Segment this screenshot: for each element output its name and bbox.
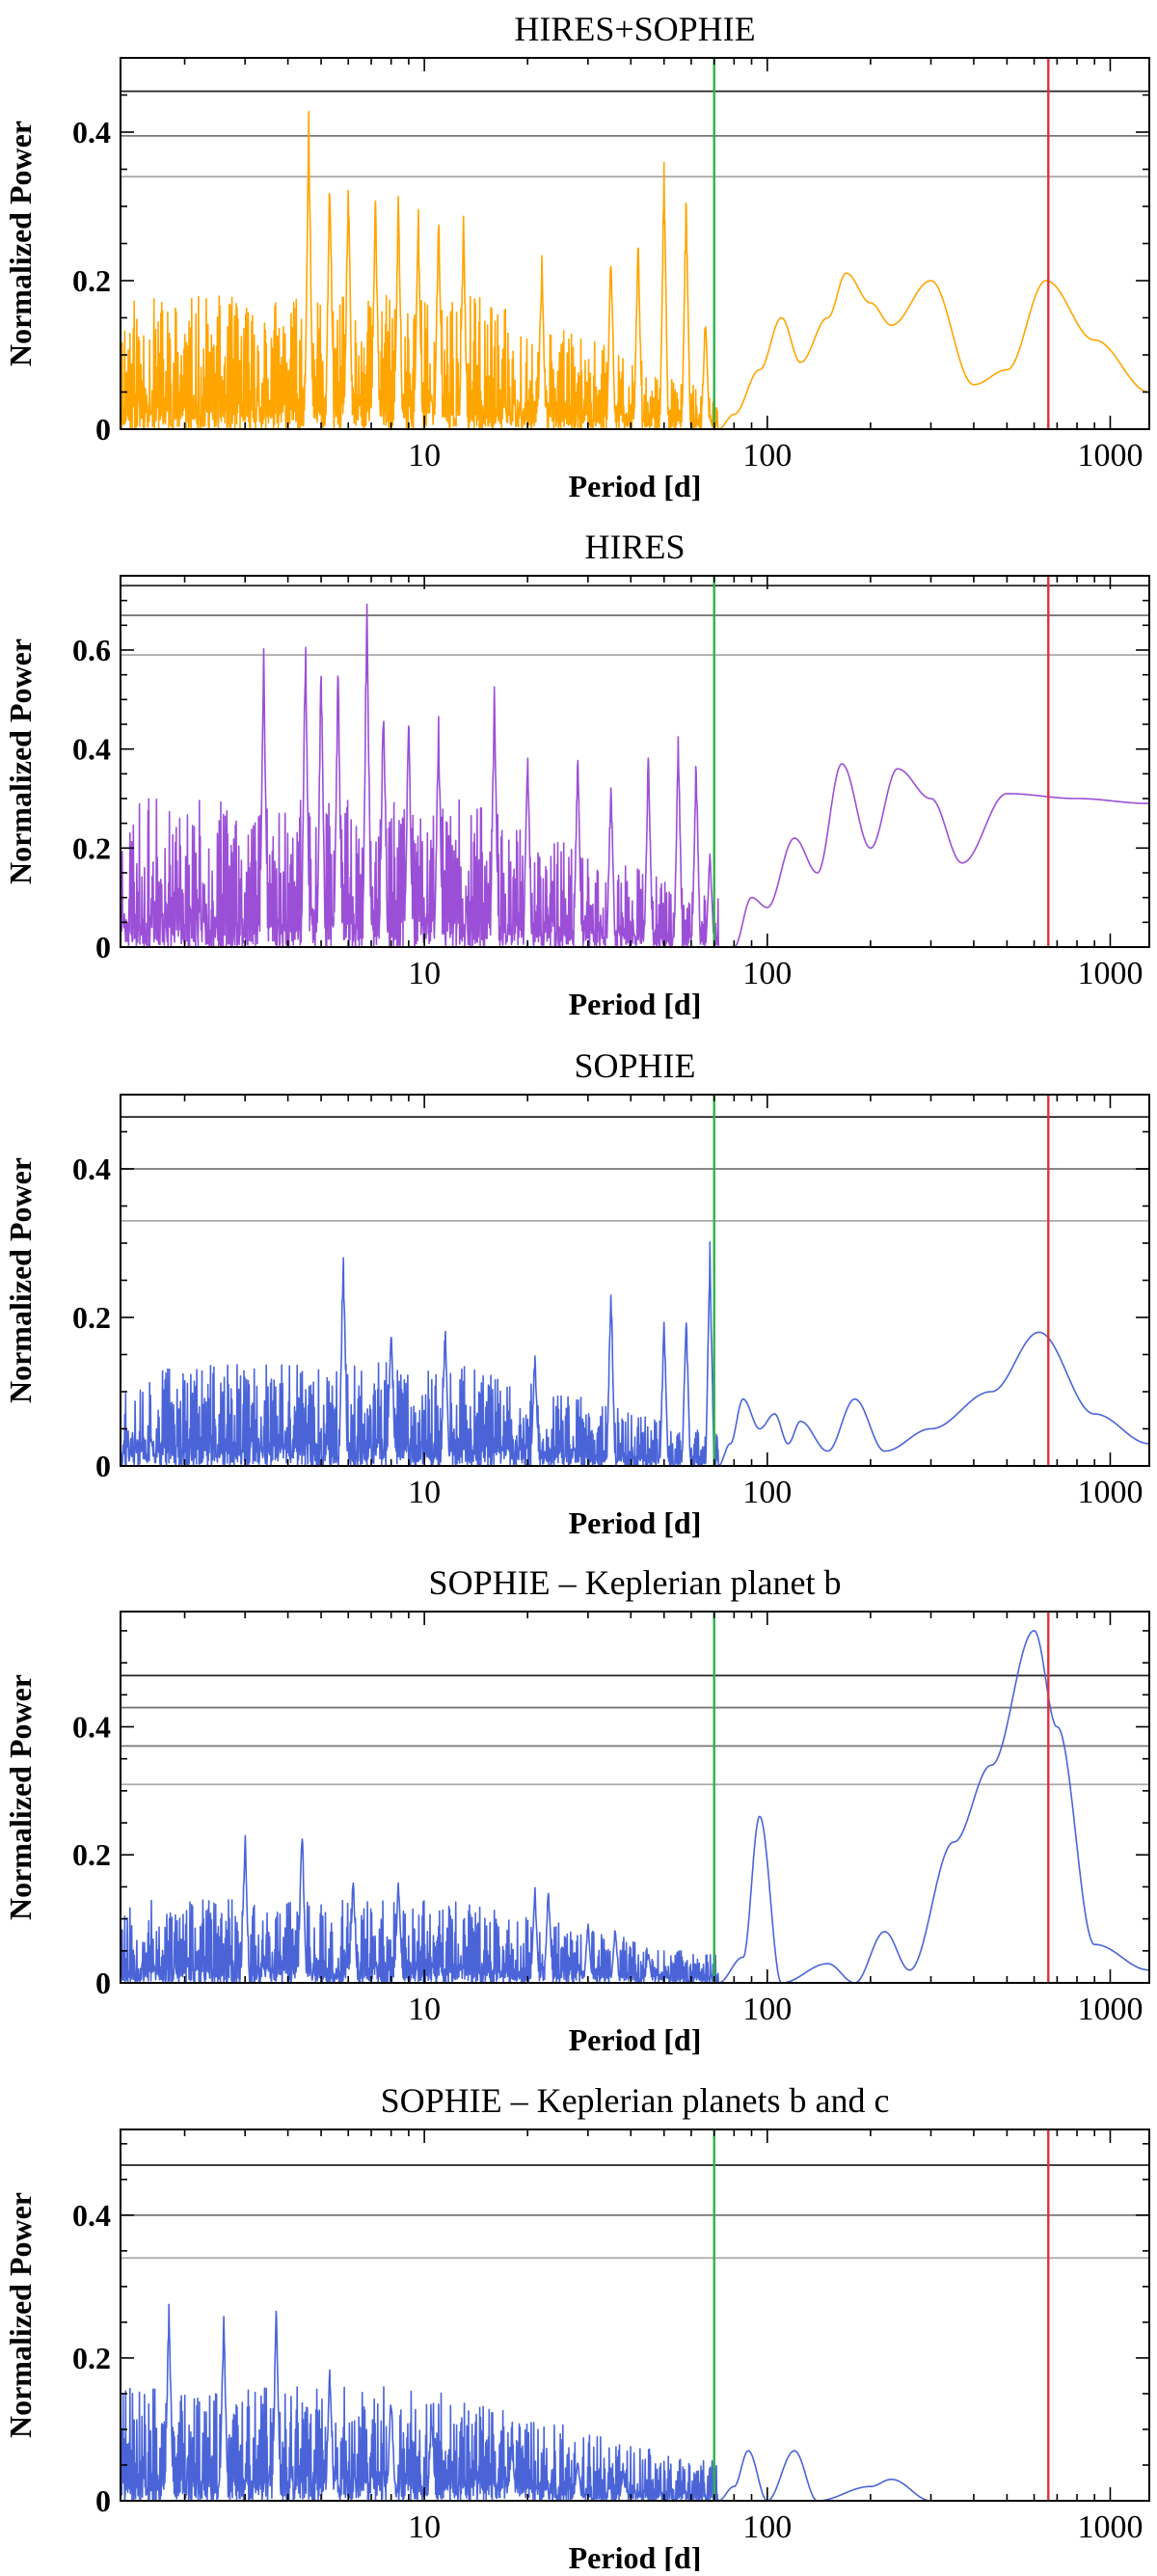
- y-tick-label: 0.2: [72, 263, 111, 298]
- x-tick-label: 1000: [1077, 438, 1143, 474]
- y-tick-label: 0.4: [72, 1152, 111, 1186]
- x-tick-label: 100: [742, 2509, 792, 2545]
- x-axis-label: Period [d]: [569, 2540, 702, 2571]
- y-tick-label: 0: [95, 412, 111, 447]
- x-tick-label: 100: [742, 1475, 792, 1510]
- y-tick-label: 0.4: [72, 732, 111, 767]
- x-tick-label: 10: [408, 1475, 441, 1510]
- x-tick-label: 1000: [1077, 1475, 1143, 1510]
- y-axis-label: Normalized Power: [3, 1674, 38, 1920]
- x-axis-label: Period [d]: [569, 469, 702, 503]
- x-tick-label: 10: [408, 956, 441, 991]
- periodogram-panel-5: SOPHIE – Keplerian planets b and c 10 100 1…: [3, 2081, 1150, 2575]
- x-tick-label: 1000: [1077, 2509, 1143, 2545]
- x-tick-label: 10: [408, 2509, 441, 2545]
- x-tick-label: 100: [742, 956, 792, 991]
- x-tick-label: 100: [742, 438, 792, 474]
- y-tick-label: 0: [95, 930, 111, 964]
- periodogram-series: [120, 1630, 1150, 1984]
- y-tick-label: 0.2: [72, 830, 111, 865]
- periodogram-panel-2: HIRES 10 100 1000 0 0.2 0.4 0.6 Period [d] Normal…: [3, 528, 1150, 1021]
- panel-title: SOPHIE: [574, 1046, 695, 1085]
- x-axis-label: Period [d]: [569, 987, 702, 1021]
- x-tick-label: 10: [408, 438, 441, 474]
- y-tick-label: 0.4: [72, 2198, 111, 2233]
- x-tick-label: 100: [742, 1992, 792, 2027]
- panel-title: HIRES+SOPHIE: [514, 10, 755, 48]
- y-tick-label: 0: [95, 2483, 111, 2518]
- y-tick-label: 0.4: [72, 115, 111, 149]
- y-tick-label: 0.2: [72, 1300, 111, 1335]
- y-tick-label: 0: [95, 1449, 111, 1483]
- y-axis-label: Normalized Power: [3, 1157, 38, 1403]
- axes-frame: [120, 1611, 1150, 1984]
- y-axis-label: Normalized Power: [3, 638, 38, 884]
- periodogram-panel-3: SOPHIE 10 100 1000 0 0.2 0.4 Period [d] Normaliz…: [3, 1046, 1150, 1540]
- y-axis-label: Normalized Power: [3, 2192, 38, 2438]
- periodogram-series: [120, 1241, 1150, 1467]
- y-tick-label: 0.6: [72, 633, 111, 667]
- y-tick-label: 0.2: [72, 2341, 111, 2375]
- axes-frame: [120, 2129, 1150, 2502]
- periodogram-panel-1: HIRES+SOPHIE 10 100 1000 0 0.2 0.4 Period [d] No…: [3, 10, 1150, 503]
- panel-title: HIRES: [584, 528, 685, 566]
- periodogram-series: [120, 110, 1150, 430]
- periodogram-panel-4: SOPHIE – Keplerian planet b 10 100 1000 0 0.2…: [3, 1563, 1150, 2057]
- x-tick-label: 1000: [1077, 1992, 1143, 2027]
- x-axis-label: Period [d]: [569, 1505, 702, 1540]
- y-tick-label: 0.2: [72, 1837, 111, 1872]
- x-tick-label: 10: [408, 1992, 441, 2027]
- y-tick-label: 0: [95, 1966, 111, 2000]
- y-axis-label: Normalized Power: [3, 121, 38, 366]
- periodogram-series: [120, 603, 1150, 948]
- x-tick-label: 1000: [1077, 956, 1143, 991]
- y-tick-label: 0.4: [72, 1709, 111, 1744]
- panel-title: SOPHIE – Keplerian planets b and c: [381, 2081, 890, 2120]
- periodogram-series: [120, 2303, 1150, 2502]
- panel-title: SOPHIE – Keplerian planet b: [429, 1563, 842, 1602]
- axes-frame: [120, 575, 1150, 948]
- x-axis-label: Period [d]: [569, 2022, 702, 2057]
